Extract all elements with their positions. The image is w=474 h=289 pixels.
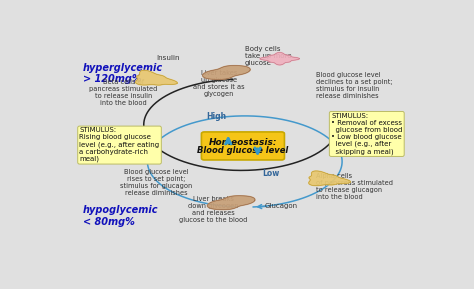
Text: Low: Low: [263, 169, 280, 178]
Text: Insulin: Insulin: [156, 55, 179, 61]
Polygon shape: [136, 70, 177, 85]
Text: Homeostasis:: Homeostasis:: [209, 138, 277, 147]
Text: Blood glucose level: Blood glucose level: [197, 146, 289, 155]
Text: STIMULUS:
Rising blood glucose
level (e.g., after eating
a carbohydrate-rich
mea: STIMULUS: Rising blood glucose level (e.…: [80, 127, 160, 162]
Text: Body cells
take up more
glucose: Body cells take up more glucose: [245, 46, 291, 66]
Text: hyperglycemic
> 120mg%: hyperglycemic > 120mg%: [83, 63, 163, 84]
Text: Liver takes
up glucose
and stores it as
glycogen: Liver takes up glucose and stores it as …: [193, 70, 245, 97]
Text: Blood glucose level
declines to a set point;
stimulus for insulin
release dimini: Blood glucose level declines to a set po…: [316, 72, 393, 99]
Polygon shape: [202, 66, 250, 79]
Polygon shape: [208, 196, 255, 210]
Text: Alpha cells
of pancreas stimulated
to release glucagon
into the blood: Alpha cells of pancreas stimulated to re…: [316, 173, 393, 199]
Polygon shape: [260, 53, 300, 65]
Text: High: High: [206, 112, 227, 121]
Text: Glucagon: Glucagon: [265, 203, 298, 210]
Polygon shape: [309, 171, 350, 186]
Text: hypoglycemic
< 80mg%: hypoglycemic < 80mg%: [83, 205, 159, 227]
Text: STIMULUS:
• Removal of excess
  glucose from blood
• Low blood glucose
  level (: STIMULUS: • Removal of excess glucose fr…: [331, 113, 402, 155]
Text: Beta cells of
pancreas stimulated
to release insulin
into the blood: Beta cells of pancreas stimulated to rel…: [89, 79, 158, 106]
Text: Blood glucose level
rises to set point;
stimulus for glucagon
release diminishes: Blood glucose level rises to set point; …: [120, 169, 193, 196]
Text: Liver breaks
down glycogen
and releases
glucose to the blood: Liver breaks down glycogen and releases …: [179, 196, 248, 223]
FancyBboxPatch shape: [201, 132, 284, 160]
